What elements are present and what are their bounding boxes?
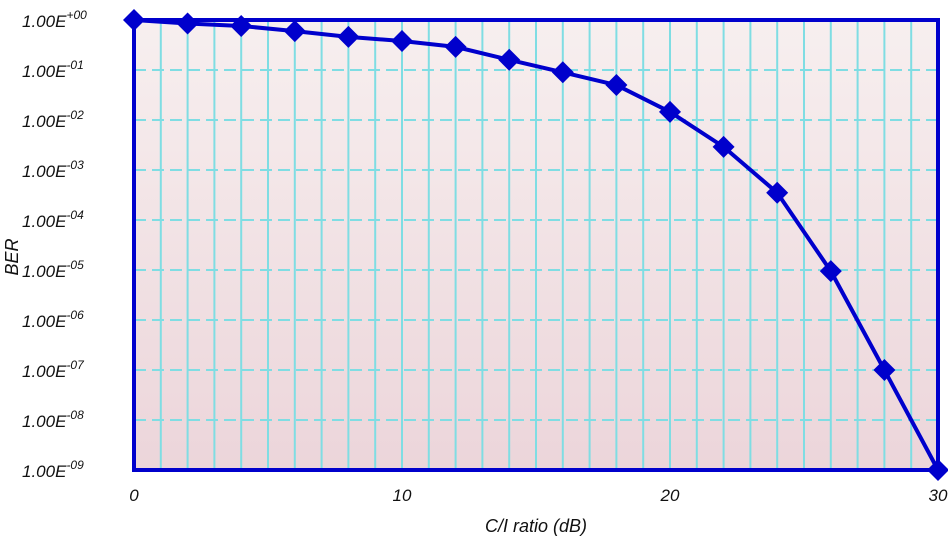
y-tick-label: 1.00E-07 — [22, 358, 85, 381]
x-tick-label: 10 — [393, 486, 412, 505]
y-tick-label: 1.00E-06 — [22, 308, 84, 331]
data-point-diamond — [230, 14, 253, 37]
data-point-diamond — [283, 20, 306, 43]
grid-lines — [133, 19, 939, 471]
data-point-diamond — [551, 61, 574, 84]
x-axis-title: C/I ratio (dB) — [485, 516, 587, 536]
series-ber — [123, 9, 948, 481]
data-point-diamond — [391, 30, 413, 53]
y-tick-label: 1.00E-01 — [22, 58, 84, 81]
data-point-diamond — [927, 459, 948, 481]
data-point-diamond — [766, 181, 789, 204]
data-point-diamond — [819, 260, 842, 283]
x-tick-label: 30 — [929, 486, 948, 505]
data-point-diamond — [712, 135, 735, 158]
y-tick-label: 1.00E-04 — [22, 208, 84, 231]
series-line — [133, 18, 940, 471]
x-tick-label: 0 — [129, 486, 139, 505]
y-tick-label: 1.00E+00 — [22, 8, 87, 31]
y-tick-labels: 1.00E+00 1.00E-01 1.00E-02 1.00E-03 1.00E-04… — [22, 8, 87, 481]
data-point-diamond — [337, 25, 360, 48]
plot-frame — [132, 18, 940, 472]
data-point-diamond — [873, 359, 896, 381]
y-tick-label: 1.00E-08 — [22, 408, 84, 431]
y-tick-label: 1.00E-03 — [22, 158, 84, 181]
data-point-diamond — [659, 100, 681, 123]
data-point-diamond — [123, 9, 145, 31]
y-tick-label: 1.00E-05 — [22, 258, 84, 281]
data-point-diamond — [176, 12, 199, 35]
y-tick-label: 1.00E-09 — [22, 458, 84, 481]
y-tick-label: 1.00E-02 — [22, 108, 84, 131]
data-point-diamond — [498, 48, 521, 71]
x-tick-labels: 0 10 20 30 — [129, 486, 948, 505]
y-axis-title: BER — [2, 238, 22, 275]
x-tick-label: 20 — [660, 486, 680, 505]
data-point-diamond — [444, 35, 467, 58]
data-point-diamond — [605, 74, 628, 97]
